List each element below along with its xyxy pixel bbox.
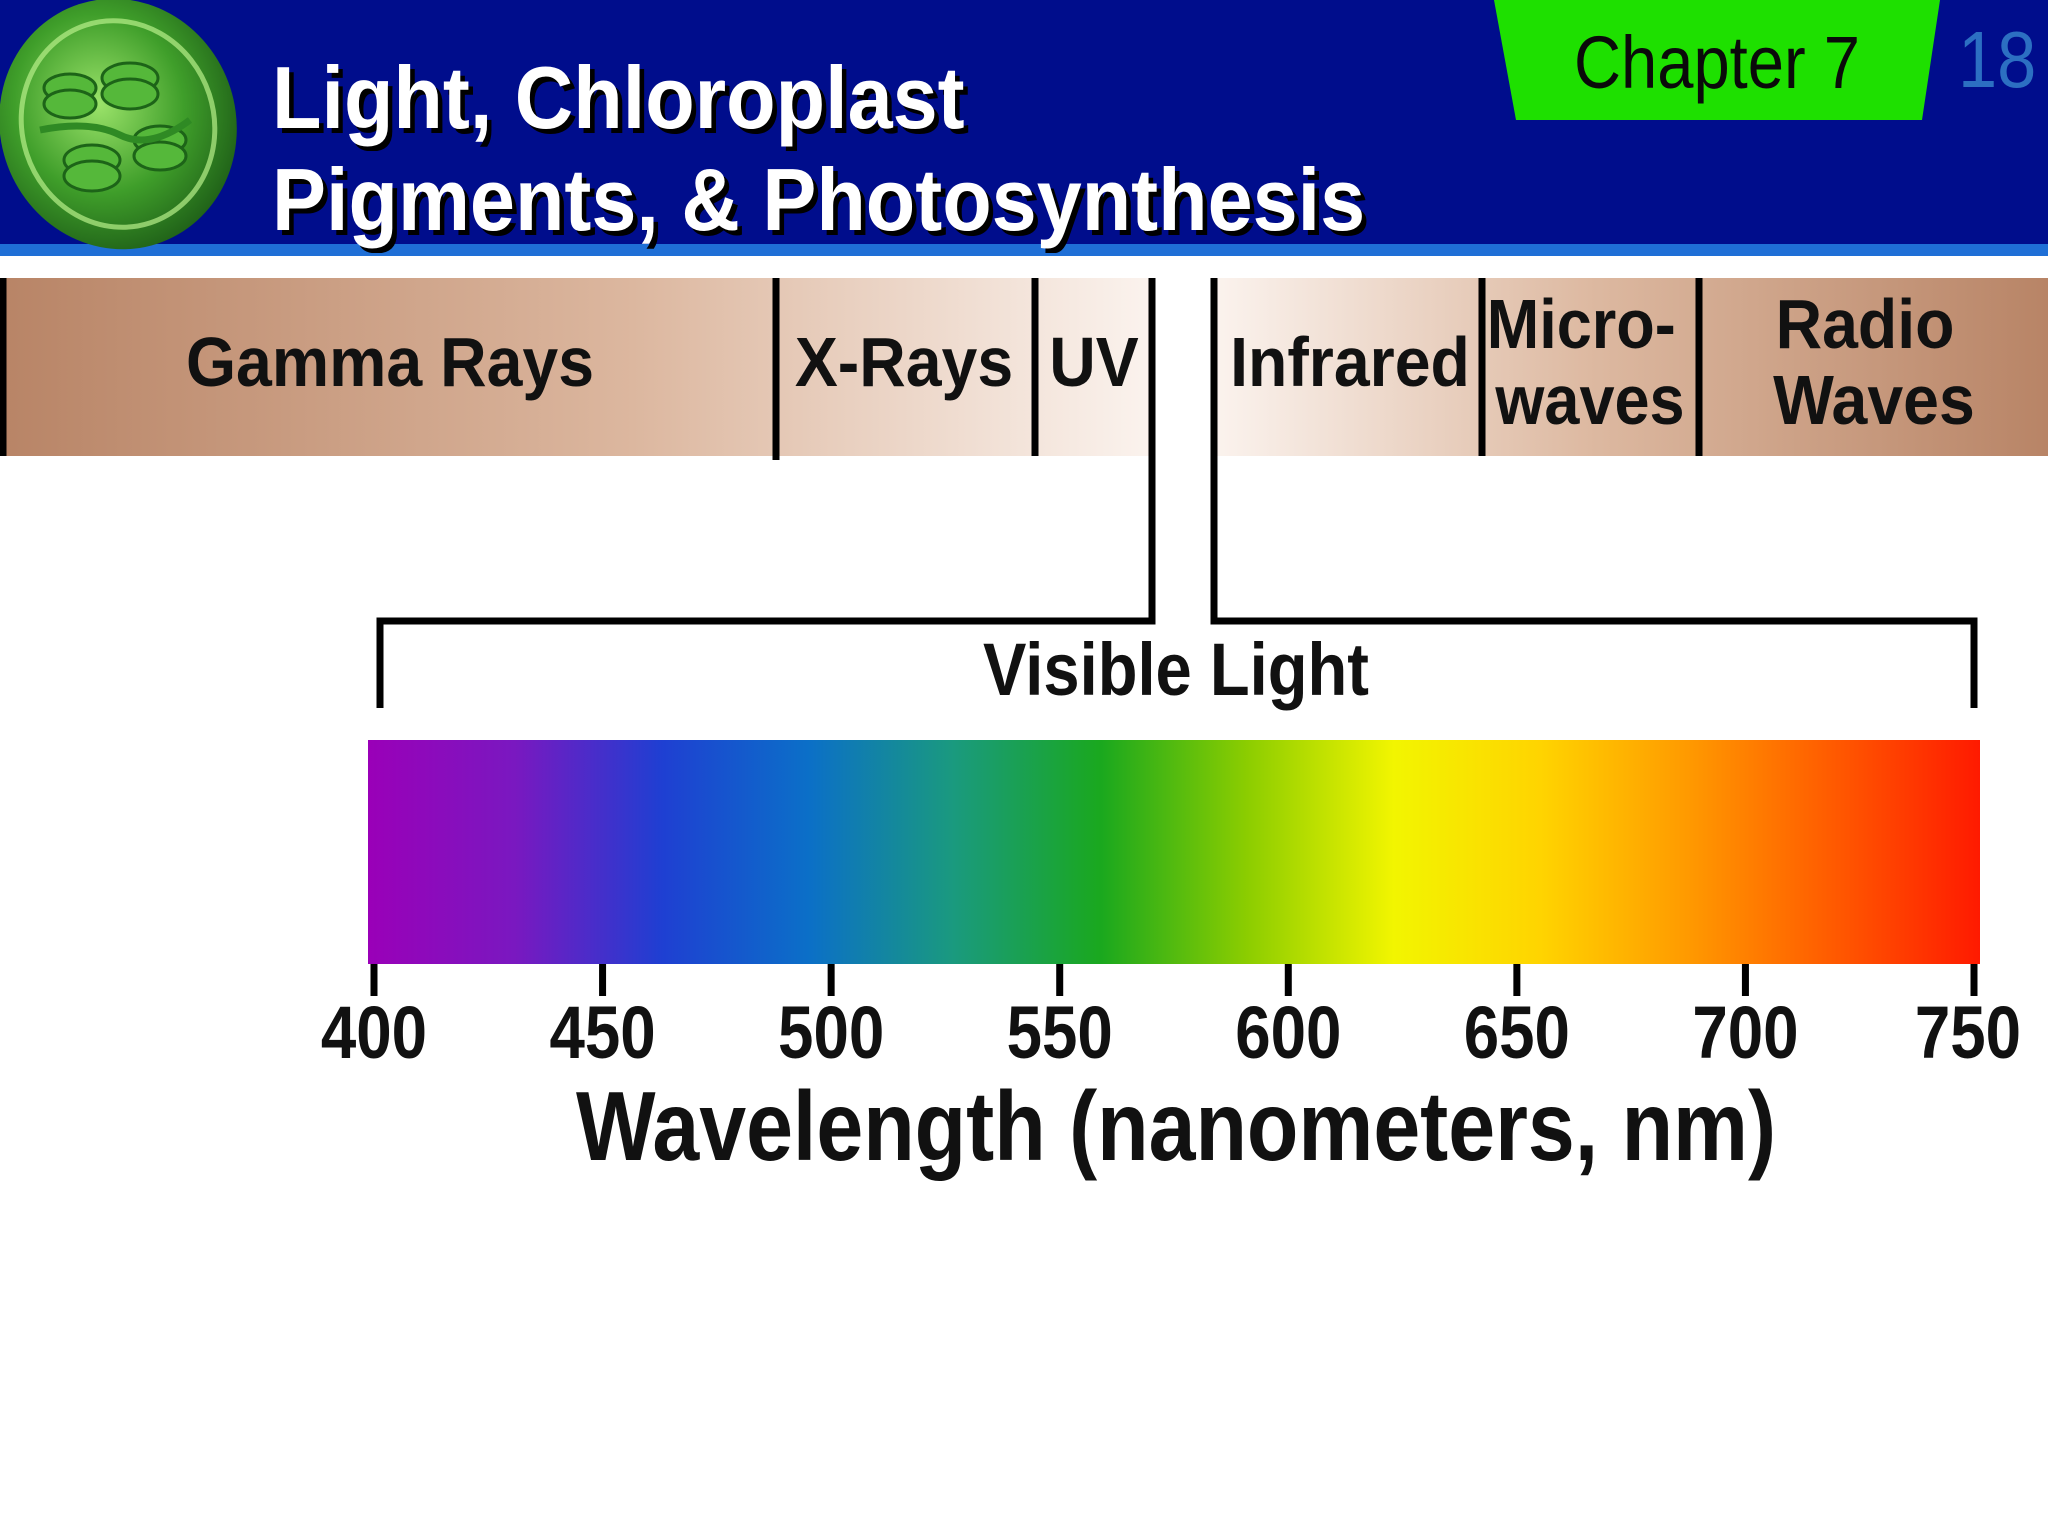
chapter-label: Chapter 7 bbox=[1574, 21, 1860, 104]
slide-header: Light, Chloroplast Pigments, & Photosynt… bbox=[0, 0, 2048, 256]
axis-tick-label: 550 bbox=[1007, 992, 1113, 1075]
axis-tick-label: 600 bbox=[1235, 992, 1341, 1075]
spectrum-band-bar-right bbox=[1214, 278, 2048, 456]
visible-light-bracket bbox=[376, 278, 1978, 708]
slide-title-line-1: Light, Chloroplast bbox=[272, 48, 965, 147]
spectrum-band-bar-left bbox=[0, 278, 1152, 456]
wavelength-axis-label: Wavelength (nanometers, nm) bbox=[576, 1072, 1776, 1181]
wavelength-axis: 400 450 500 550 600 650 700 750 bbox=[321, 964, 2021, 1074]
visible-spectrum-bar bbox=[368, 740, 1980, 964]
band-label-gamma-rays: Gamma Rays bbox=[186, 324, 594, 402]
band-label-microwaves: Micro- waves bbox=[1487, 286, 1693, 440]
chloroplast-icon bbox=[0, 0, 237, 250]
slide-title-line-2: Pigments, & Photosynthesis bbox=[272, 150, 1366, 249]
axis-tick-label: 700 bbox=[1692, 992, 1798, 1075]
axis-tick-label: 750 bbox=[1915, 992, 2021, 1075]
axis-tick-label: 500 bbox=[778, 992, 884, 1075]
band-label-x-rays: X-Rays bbox=[795, 324, 1013, 402]
slide-number: 18 bbox=[1958, 15, 2037, 104]
chapter-tab bbox=[1494, 0, 1940, 120]
band-label-radio-waves: Radio Waves bbox=[1773, 286, 1975, 440]
visible-light-label: Visible Light bbox=[983, 628, 1369, 711]
band-label-uv: UV bbox=[1049, 324, 1139, 402]
axis-tick-label: 450 bbox=[549, 992, 655, 1075]
band-dividers bbox=[0, 278, 1703, 460]
axis-tick-label: 650 bbox=[1464, 992, 1570, 1075]
axis-tick-label: 400 bbox=[321, 992, 427, 1075]
band-label-infrared: Infrared bbox=[1230, 324, 1470, 402]
